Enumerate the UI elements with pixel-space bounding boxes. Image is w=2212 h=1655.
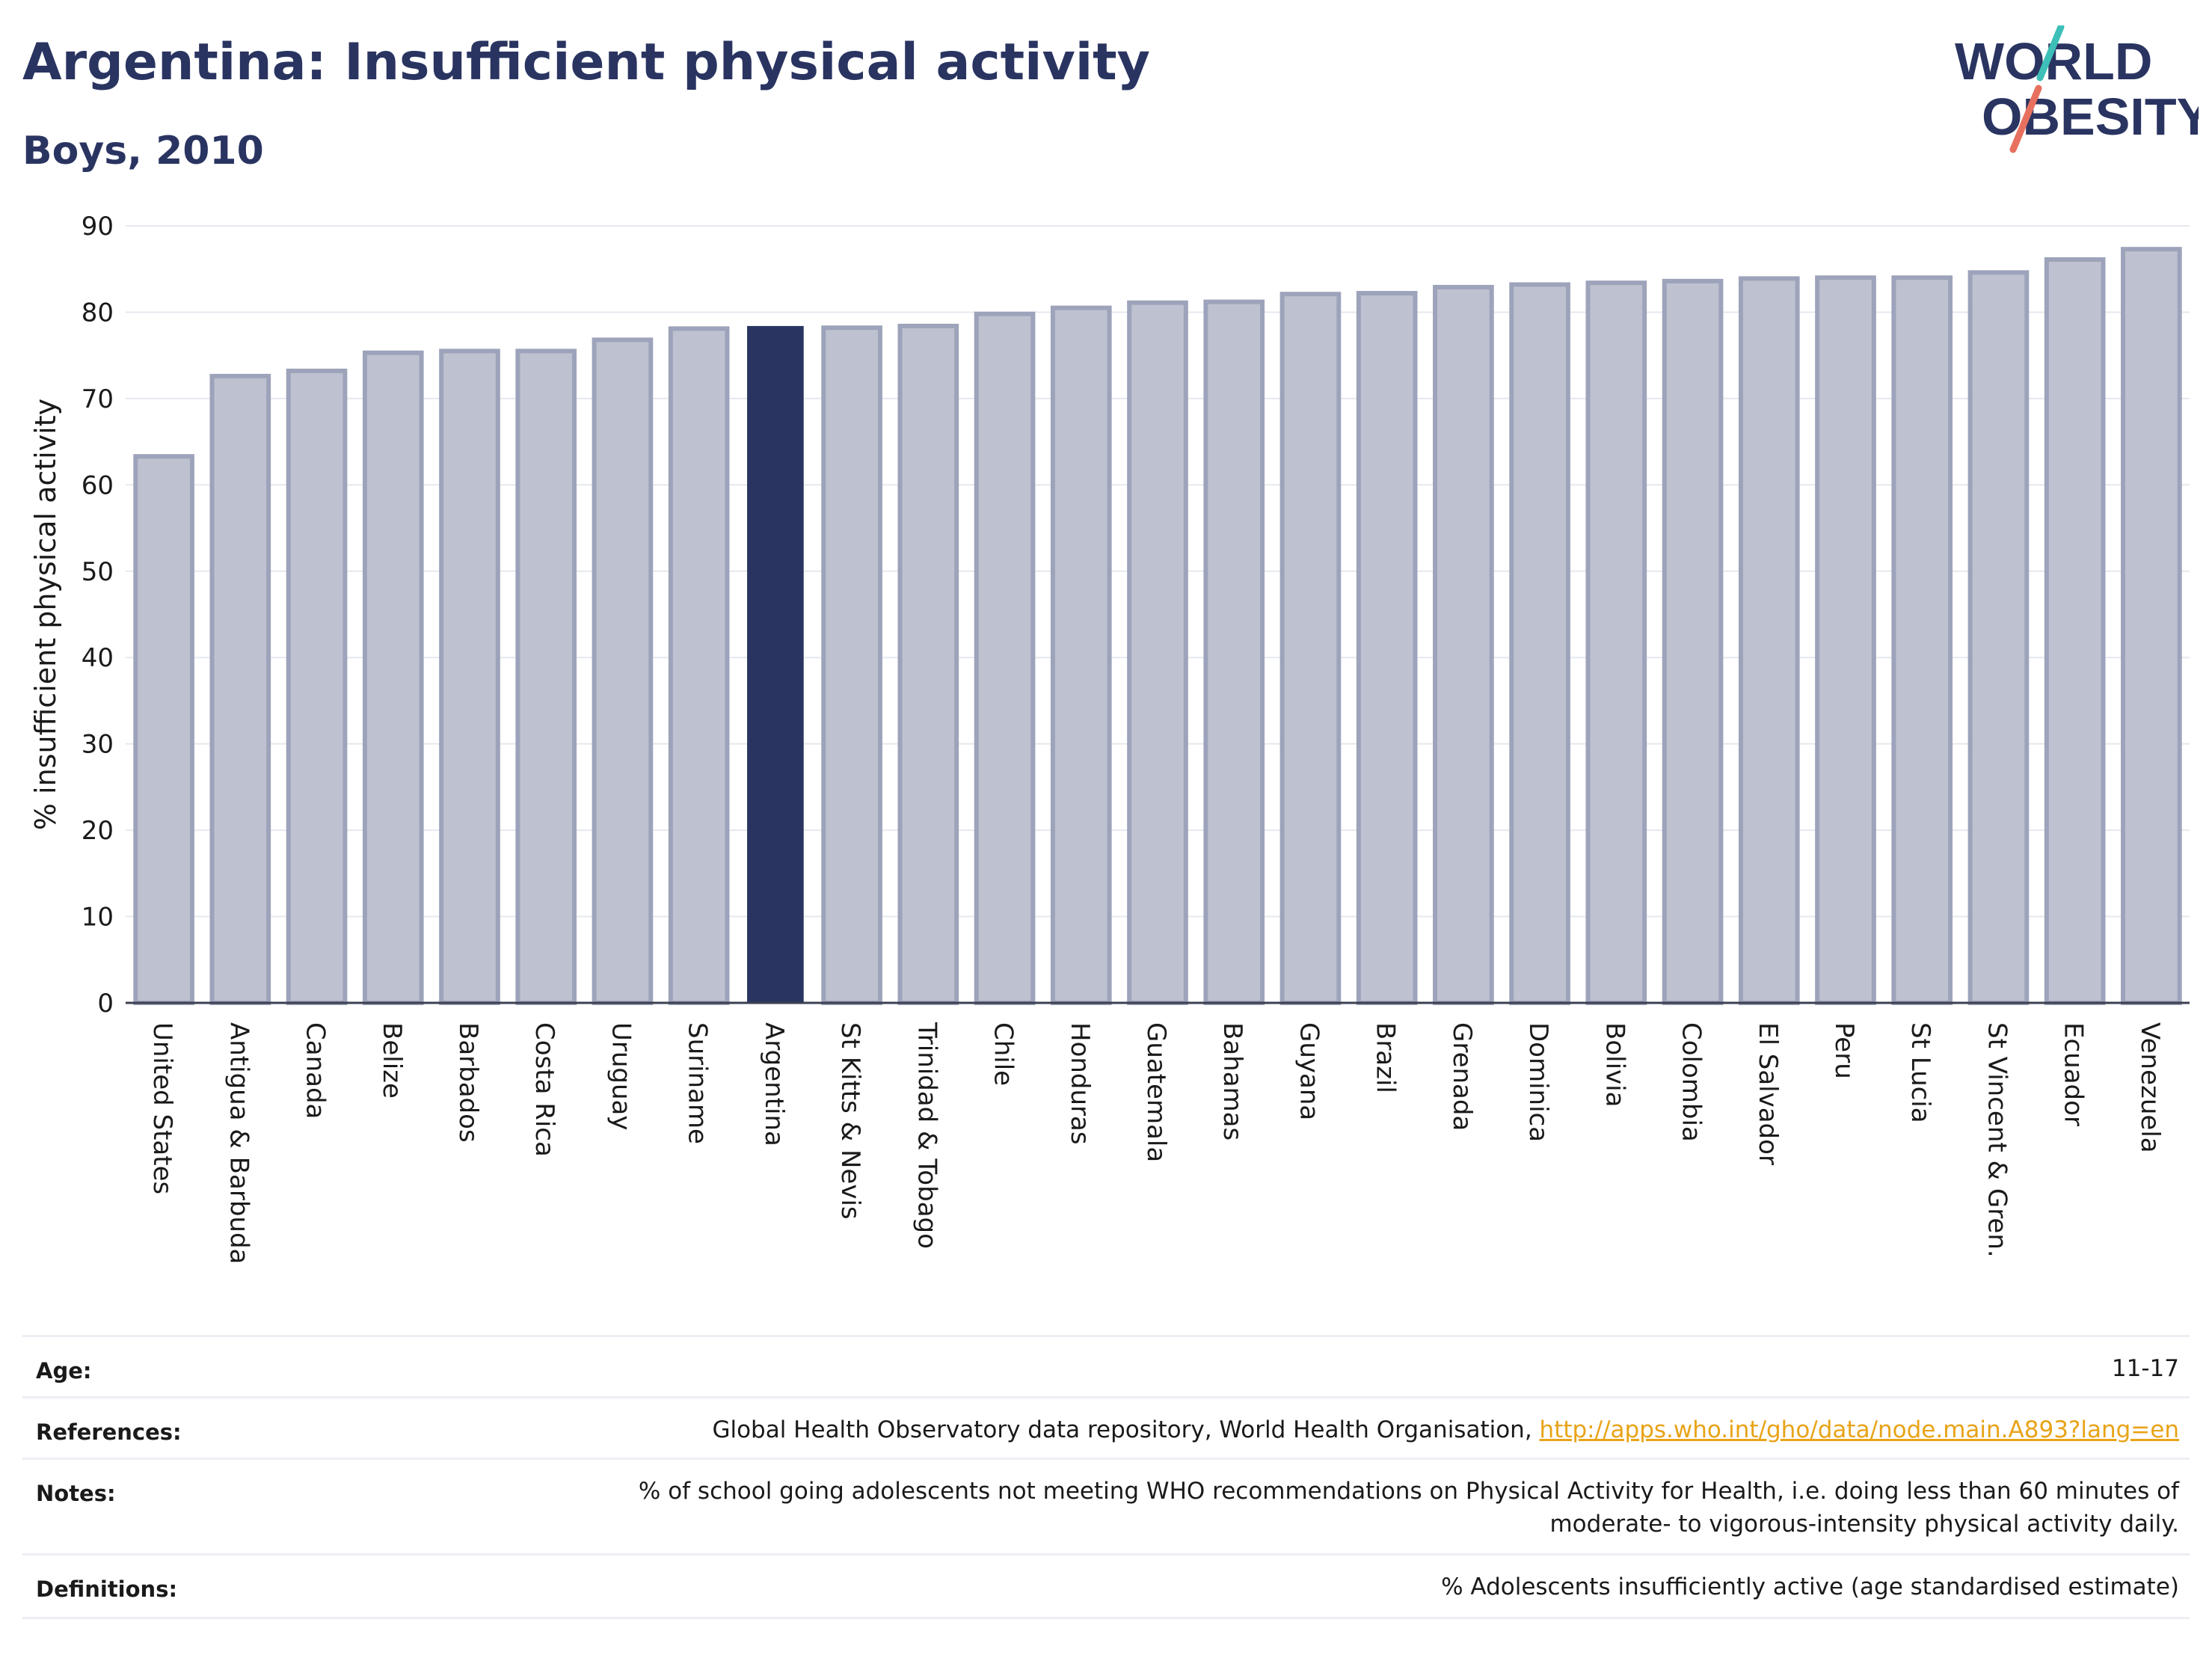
x-tick-label: Bahamas [1217,1022,1247,1140]
notes-value: % of school going adolescents not meetin… [639,1475,2179,1541]
bar [1279,292,1342,1005]
bar [747,325,804,1004]
bar [133,454,194,1005]
bar [439,348,500,1005]
y-tick-label: 70 [82,384,114,414]
references-label: References: [36,1419,182,1445]
bar [1433,284,1494,1005]
info-row-definitions: Definitions: % Adolescents insufficientl… [22,1553,2190,1619]
bar [1509,282,1570,1006]
references-text: Global Health Observatory data repositor… [712,1416,1540,1443]
chart-title: Argentina: Insufficient physical activit… [22,33,1150,92]
logo-slash-coral [2009,85,2042,153]
bar [1967,270,2030,1005]
x-tick-label: Ecuador [2059,1022,2089,1126]
age-label: Age: [36,1358,92,1384]
bar [515,348,577,1005]
bar [1203,299,1265,1005]
y-tick-label: 30 [82,730,114,760]
bar-chart: 0 10 20 30 40 50 60 70 80 90 % insufficient physic… [29,212,2190,1264]
bar [1585,280,1647,1005]
x-tick-label: Peru [1829,1022,1859,1079]
x-tick-label: Chile [989,1022,1019,1086]
bar [1815,275,1876,1005]
bar [209,373,271,1005]
references-link[interactable]: http://apps.who.int/gho/data/node.main.A… [1539,1416,2179,1443]
y-tick-label: 80 [82,298,114,328]
bar [1891,275,1953,1005]
bar [897,323,959,1006]
x-tick-label: United States [147,1022,177,1194]
x-tick-label: St Kitts & Nevis [835,1022,865,1220]
bar [2121,247,2182,1006]
x-tick-label: St Lucia [1905,1022,1935,1123]
x-tick-label: Grenada [1447,1022,1477,1131]
x-tick-label: Trinidad & Tobago [912,1022,941,1249]
y-tick-label: 10 [82,903,114,933]
x-tick-label: Barbados [453,1022,483,1143]
bar [668,326,730,1005]
x-tick-label: Bolivia [1600,1022,1629,1107]
x-tick-label: Venezuela [2135,1022,2165,1153]
bar [286,368,348,1005]
bar [821,325,882,1006]
notes-label: Notes: [36,1481,116,1506]
bar [1127,300,1188,1005]
x-tick-label: Canada [301,1022,331,1119]
definitions-value: % Adolescents insufficiently active (age… [1441,1573,2179,1600]
y-axis-label: % insufficient physical activity [29,399,62,830]
bar [1050,305,1112,1005]
x-tick-label: Brazil [1371,1022,1401,1093]
info-row-age: Age: 11-17 [22,1335,2190,1398]
logo-slash-teal [2036,25,2065,82]
world-obesity-logo: WORLD OBESITY [1955,25,2199,153]
x-tick-label: Costa Rica [529,1022,559,1157]
age-value: 11-17 [2111,1355,2179,1382]
y-tick-label: 40 [82,643,114,673]
y-tick-label: 50 [82,557,114,587]
x-tick-label: Belize [377,1022,407,1099]
definitions-label: Definitions: [36,1576,178,1602]
y-tick-label: 20 [82,816,114,846]
chart-subtitle: Boys, 2010 [22,129,264,174]
x-tick-label: Suriname [683,1022,713,1144]
bar [1356,291,1418,1005]
y-tick-label: 90 [82,212,114,242]
notes-line-2: moderate- to vigorous-intensity physical… [1549,1511,2179,1538]
bar [362,350,424,1006]
bar [592,337,654,1005]
bar [1662,278,1724,1005]
x-tick-label: Dominica [1523,1022,1553,1142]
x-tick-label: Antigua & Barbuda [224,1022,254,1264]
x-tick-label: Colombia [1677,1022,1706,1142]
references-value: Global Health Observatory data repositor… [712,1413,2179,1446]
x-tick-label: Uruguay [606,1022,636,1131]
x-tick-label: El Salvador [1753,1022,1783,1165]
bar [1738,276,1800,1006]
info-row-references: References: Global Health Observatory da… [22,1396,2190,1460]
notes-line-1: % of school going adolescents not meetin… [638,1478,2179,1505]
bar [2044,257,2106,1006]
y-tick-label: 0 [97,989,114,1019]
x-tick-label: Honduras [1065,1022,1095,1145]
info-row-notes: Notes: % of school going adolescents not… [22,1458,2190,1556]
bar [974,311,1036,1005]
y-tick-label: 60 [82,470,114,500]
x-tick-label: Guyana [1294,1022,1324,1120]
x-tick-label: Guatemala [1141,1022,1171,1162]
x-tick-label: St Vincent & Gren. [1982,1022,2012,1258]
x-tick-label: Argentina [759,1022,789,1146]
